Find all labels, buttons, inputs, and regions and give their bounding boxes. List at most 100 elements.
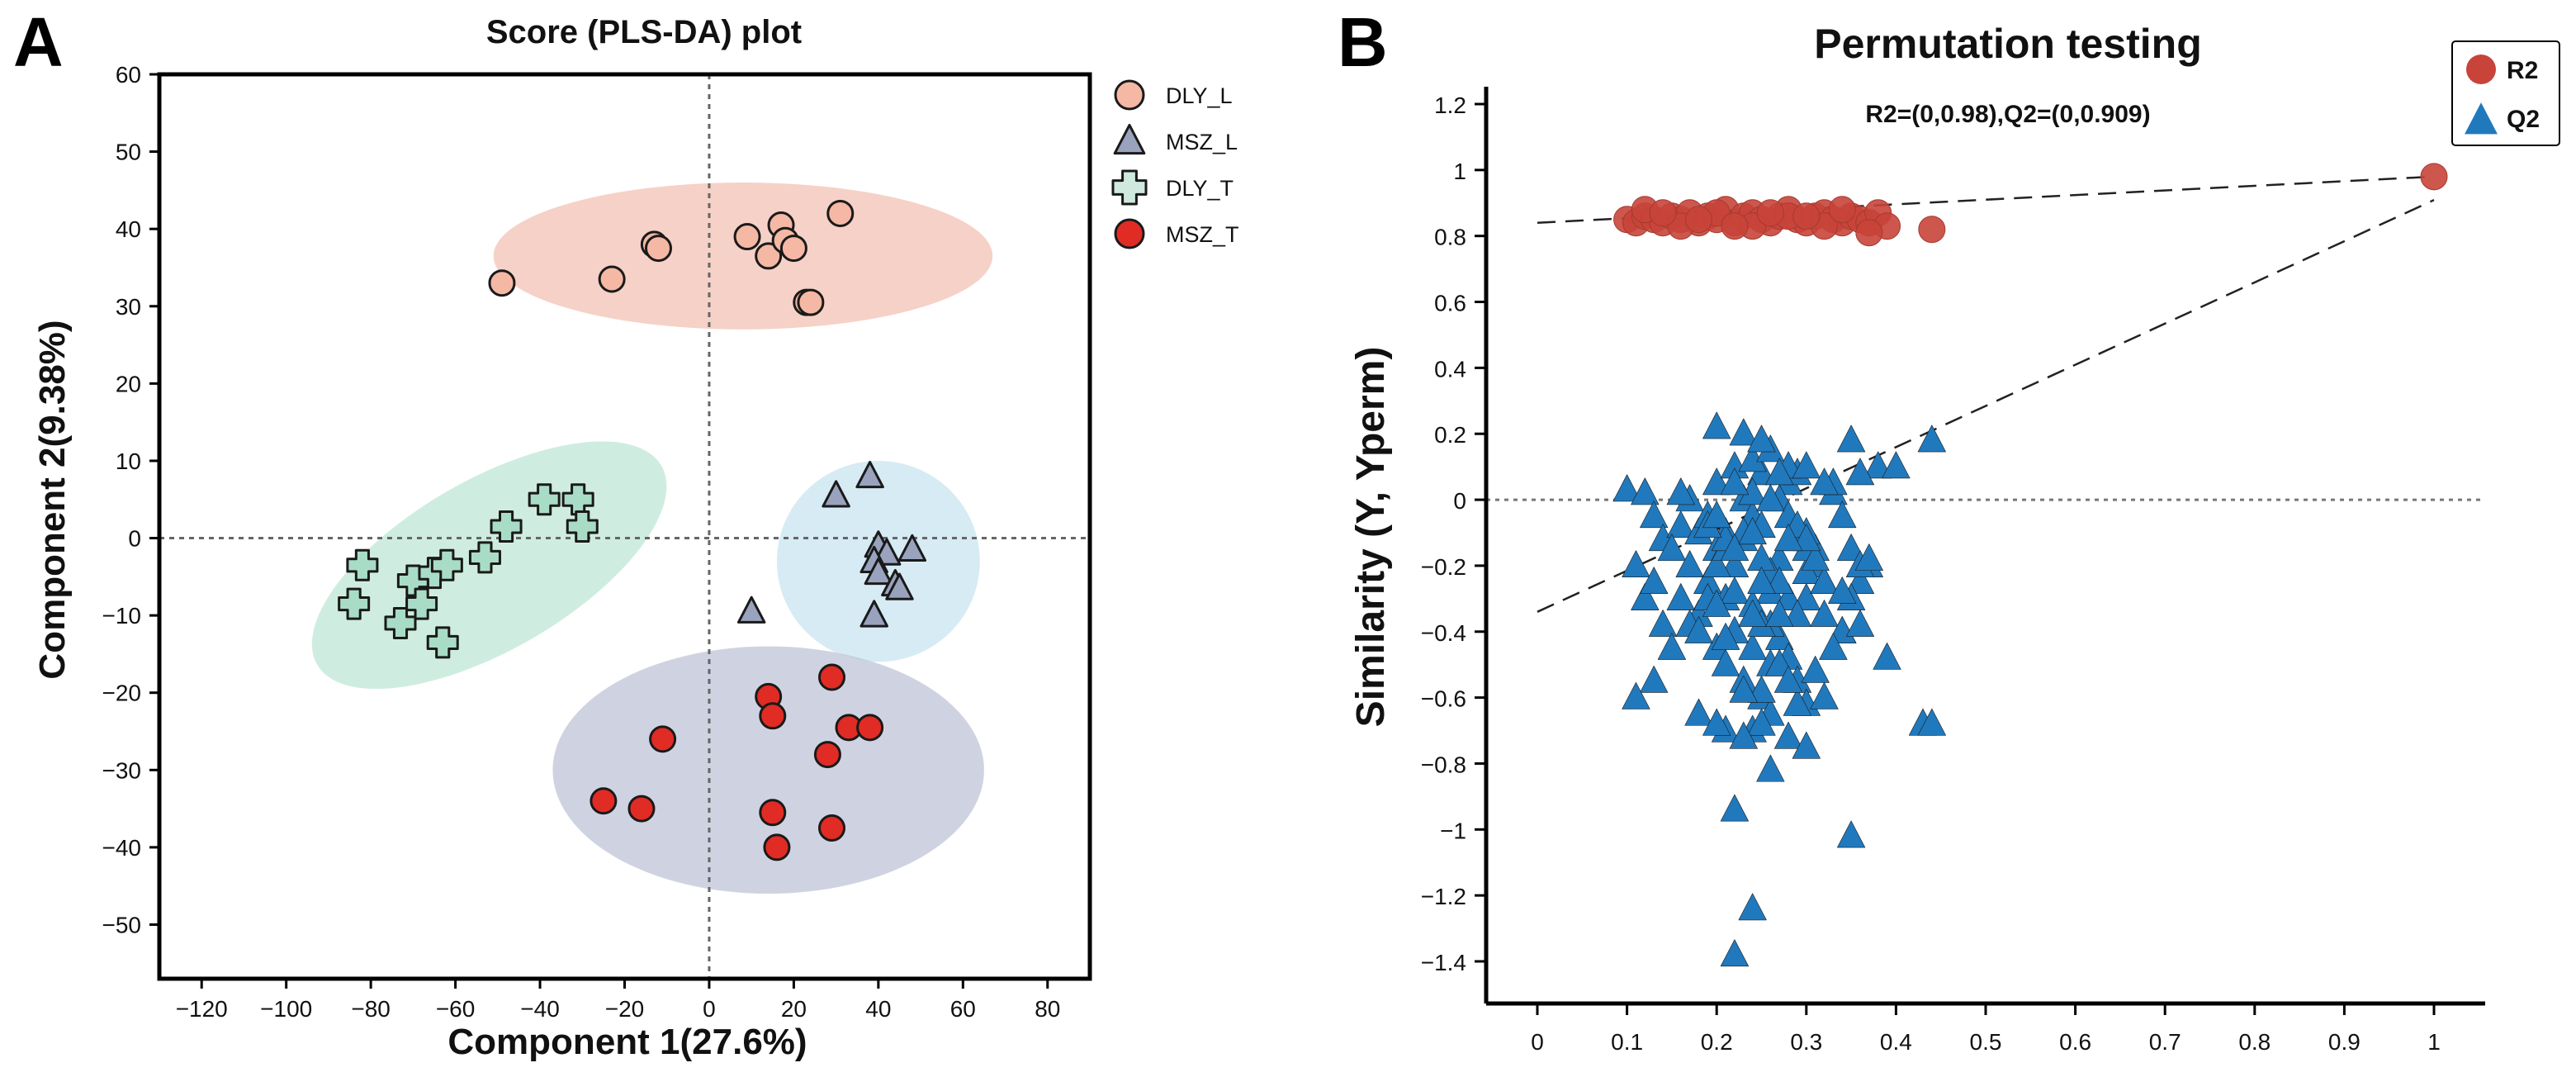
point-msz-l <box>855 460 884 489</box>
point-dly-t <box>426 626 459 659</box>
x-tick-label: 0.3 <box>1790 1029 1822 1055</box>
legend-label-q2: Q2 <box>2507 106 2540 133</box>
x-tick-label: 0.8 <box>2238 1029 2271 1055</box>
confidence-ellipse-msz-t <box>552 646 984 894</box>
panel-a-x-axis: −120 −100 −80 −60 −40 −20 0 20 40 60 80 <box>176 979 1060 1022</box>
point-q2 <box>1631 583 1660 610</box>
point-q2 <box>1666 477 1695 505</box>
point-q2 <box>1917 708 1946 736</box>
point-msz-t <box>818 663 846 691</box>
point-q2 <box>1765 458 1794 486</box>
point-q2 <box>1801 543 1830 572</box>
point-q2 <box>1756 754 1785 782</box>
point-q2 <box>1792 524 1821 552</box>
point-dly-t <box>490 510 523 543</box>
point-q2 <box>1657 633 1686 660</box>
legend-marker-q2 <box>2465 102 2498 135</box>
point-q2 <box>1783 600 1812 627</box>
y-tick-label: 0 <box>1453 488 1466 514</box>
point-msz-l <box>822 480 850 508</box>
y-tick-label: 0.6 <box>1434 291 1466 316</box>
y-tick-label: −1.4 <box>1421 950 1466 975</box>
legend-label-r2: R2 <box>2507 57 2538 84</box>
point-msz-t <box>856 714 884 742</box>
point-q2 <box>1622 681 1650 709</box>
point-q2 <box>1702 590 1731 617</box>
x-tick-label: 0.5 <box>1970 1029 2002 1055</box>
point-dly-t <box>566 510 599 543</box>
point-q2 <box>1702 501 1731 529</box>
point-q2 <box>1747 675 1776 703</box>
point-q2 <box>1702 467 1731 496</box>
point-q2 <box>1666 510 1695 538</box>
point-q2 <box>1873 643 1901 670</box>
panel-a-x-axis-label: Component 1(27.6%) <box>447 1022 807 1062</box>
point-q2 <box>1765 567 1794 594</box>
x-tick-label: 0.1 <box>1611 1029 1643 1055</box>
point-q2 <box>1711 648 1740 676</box>
panel-a-letter: A <box>13 3 64 81</box>
legend-label-msz-t: MSZ_T <box>1166 222 1239 247</box>
x-tick-label: 0.9 <box>2328 1029 2361 1055</box>
y-tick-label: −1 <box>1440 818 1466 843</box>
point-dly-l <box>797 288 825 316</box>
point-q2 <box>1675 550 1704 578</box>
point-q2 <box>1882 451 1911 479</box>
point-r2 <box>2420 163 2448 191</box>
point-q2 <box>1837 820 1866 848</box>
point-q2 <box>1801 655 1830 683</box>
point-q2 <box>1738 893 1767 921</box>
y-tick-label: 40 <box>116 216 141 242</box>
y-tick-label: 50 <box>116 140 141 165</box>
y-tick-label: −20 <box>102 681 142 706</box>
point-q2 <box>1828 501 1857 529</box>
point-msz-l <box>885 572 914 600</box>
panel-b: B Permutation testing R2=(0,0.98),Q2=(0,… <box>1338 3 2560 1055</box>
x-tick-label: −120 <box>176 996 228 1022</box>
point-q2 <box>1648 610 1678 637</box>
point-r2 <box>1721 212 1749 240</box>
point-dly-l <box>644 235 672 263</box>
point-q2 <box>1657 534 1686 562</box>
point-q2 <box>1622 550 1650 578</box>
panel-b-letter: B <box>1338 3 1388 81</box>
panel-b-subtitle: R2=(0,0.98),Q2=(0,0.909) <box>1865 101 2150 128</box>
point-dly-t <box>346 548 379 581</box>
point-q2 <box>1702 708 1731 736</box>
panel-a-points <box>338 199 927 861</box>
x-tick-label: 0.6 <box>2059 1029 2091 1055</box>
panel-b-x-axis: 0 0.1 0.2 0.3 0.4 0.5 0.6 0.7 0.8 0.9 1 <box>1531 1003 2441 1055</box>
x-tick-label: 80 <box>1035 996 1060 1022</box>
point-msz-t <box>818 814 846 842</box>
panel-b-legend: R2 Q2 <box>2451 40 2560 146</box>
point-msz-l <box>736 595 766 624</box>
x-tick-label: −80 <box>351 996 391 1022</box>
point-msz-l <box>864 557 893 586</box>
point-q2 <box>1819 633 1848 660</box>
point-q2 <box>1640 567 1669 594</box>
point-q2 <box>1845 458 1875 486</box>
regression-line-q2 <box>1537 199 2435 613</box>
legend-label-dly-l: DLY_L <box>1166 83 1233 108</box>
point-q2 <box>1729 721 1758 749</box>
point-q2 <box>1702 550 1731 578</box>
point-dly-l <box>488 269 516 297</box>
point-q2 <box>1729 675 1758 703</box>
point-msz-t <box>590 787 618 815</box>
point-dly-t <box>338 587 371 620</box>
point-q2 <box>1720 576 1750 604</box>
x-tick-label: 0.2 <box>1701 1029 1733 1055</box>
point-q2 <box>1720 467 1750 496</box>
point-dly-t <box>405 587 438 620</box>
point-q2 <box>1738 517 1767 545</box>
legend-marker-msz-l <box>1113 123 1146 155</box>
x-tick-label: 0 <box>703 996 716 1022</box>
point-q2 <box>1747 425 1776 453</box>
point-q2 <box>1792 451 1821 479</box>
point-dly-l <box>733 223 761 251</box>
panel-a-reference-lines <box>159 74 1090 979</box>
point-q2 <box>1702 411 1731 439</box>
x-tick-label: 0.7 <box>2149 1029 2181 1055</box>
confidence-ellipse-dly-l <box>493 183 993 330</box>
